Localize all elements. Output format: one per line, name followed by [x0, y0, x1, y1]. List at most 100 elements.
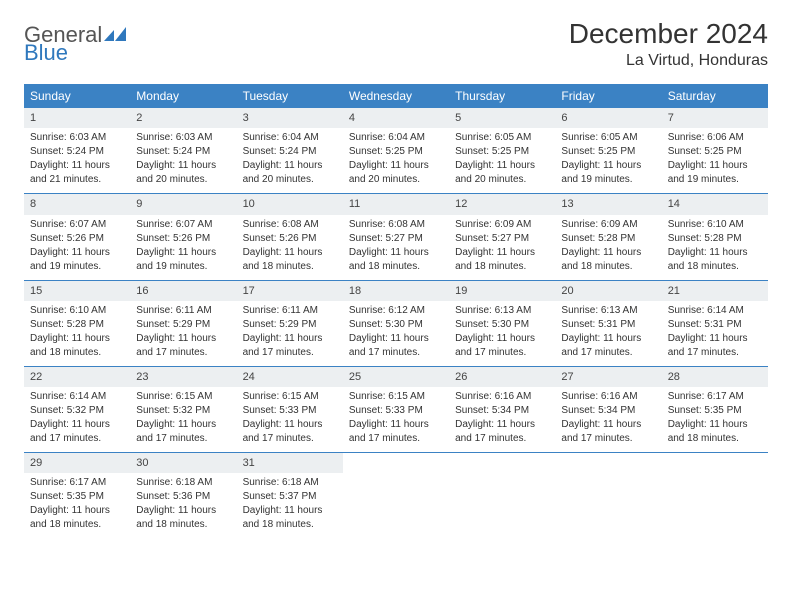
- day-daylight1: Daylight: 11 hours: [668, 159, 762, 172]
- month-title: December 2024: [569, 18, 768, 50]
- day-sunrise: Sunrise: 6:12 AM: [349, 304, 443, 317]
- day-cell: 3Sunrise: 6:04 AMSunset: 5:24 PMDaylight…: [237, 108, 343, 193]
- day-daylight1: Daylight: 11 hours: [668, 418, 762, 431]
- day-daylight2: and 17 minutes.: [349, 432, 443, 445]
- day-sunrise: Sunrise: 6:03 AM: [136, 131, 230, 144]
- day-sunrise: Sunrise: 6:05 AM: [561, 131, 655, 144]
- day-sunset: Sunset: 5:37 PM: [243, 490, 337, 503]
- day-info: Sunrise: 6:10 AMSunset: 5:28 PMDaylight:…: [662, 218, 768, 273]
- day-sunrise: Sunrise: 6:17 AM: [668, 390, 762, 403]
- day-cell: 30Sunrise: 6:18 AMSunset: 5:36 PMDayligh…: [130, 453, 236, 538]
- day-daylight1: Daylight: 11 hours: [30, 504, 124, 517]
- day-daylight1: Daylight: 11 hours: [243, 332, 337, 345]
- day-number: 23: [130, 367, 236, 387]
- title-block: December 2024 La Virtud, Honduras: [569, 18, 768, 70]
- day-daylight1: Daylight: 11 hours: [561, 246, 655, 259]
- day-sunset: Sunset: 5:27 PM: [349, 232, 443, 245]
- day-number: 15: [24, 281, 130, 301]
- day-sunrise: Sunrise: 6:13 AM: [455, 304, 549, 317]
- day-daylight2: and 18 minutes.: [668, 432, 762, 445]
- day-number: 8: [24, 194, 130, 214]
- week-row: 8 Sunrise: 6:07 AMSunset: 5:26 PM Daylight…: [24, 194, 768, 280]
- day-cell: [662, 453, 768, 538]
- logo-text-block: General Blue: [24, 24, 126, 64]
- day-daylight2: and 19 minutes.: [668, 173, 762, 186]
- day-sunrise: Sunrise: 6:04 AM: [349, 131, 443, 144]
- day-cell: 22Sunrise: 6:14 AMSunset: 5:32 PMDayligh…: [24, 367, 130, 452]
- day-number: 26: [449, 367, 555, 387]
- day-sunrise: Sunrise: 6:16 AM: [455, 390, 549, 403]
- day-number: 12: [449, 194, 555, 214]
- week-row: 22Sunrise: 6:14 AMSunset: 5:32 PMDayligh…: [24, 367, 768, 453]
- day-info: Sunrise: 6:09 AMSunset: 5:27 PMDaylight:…: [449, 218, 555, 273]
- day-info: Sunrise: 6:18 AMSunset: 5:37 PMDaylight:…: [237, 476, 343, 531]
- day-sunset: Sunset: 5:26 PM: [30, 232, 124, 245]
- day-cell: 25 Sunrise: 6:15 AMSunset: 5:33 PMDayligh…: [343, 367, 449, 452]
- day-info: Sunrise: 6:15 AMSunset: 5:33 PMDaylight:…: [343, 390, 449, 445]
- day-header-thursday: Thursday: [449, 84, 555, 108]
- day-daylight2: and 18 minutes.: [243, 518, 337, 531]
- day-number: 31: [237, 453, 343, 473]
- day-sunrise: Sunrise: 6:11 AM: [136, 304, 230, 317]
- day-number: 4: [343, 108, 449, 128]
- day-daylight2: and 17 minutes.: [668, 346, 762, 359]
- day-daylight1: Daylight: 11 hours: [668, 332, 762, 345]
- day-sunrise: Sunrise: 6:08 AM: [349, 218, 443, 231]
- day-info: Sunrise: 6:13 AMSunset: 5:31 PMDaylight:…: [555, 304, 661, 359]
- day-header-saturday: Saturday: [662, 84, 768, 108]
- day-sunrise: Sunrise: 6:10 AM: [30, 304, 124, 317]
- day-sunrise: Sunrise: 6:15 AM: [136, 390, 230, 403]
- day-sunrise: Sunrise: 6:07 AM: [30, 218, 124, 231]
- day-number: 3: [237, 108, 343, 128]
- day-info: Sunrise: 6:15 AMSunset: 5:33 PMDaylight:…: [237, 390, 343, 445]
- weeks-container: 1Sunrise: 6:03 AMSunset: 5:24 PMDaylight…: [24, 108, 768, 538]
- day-daylight2: and 20 minutes.: [455, 173, 549, 186]
- day-info: Sunrise: 6:10 AMSunset: 5:28 PMDaylight:…: [24, 304, 130, 359]
- day-daylight2: and 18 minutes.: [243, 260, 337, 273]
- day-daylight2: and 17 minutes.: [455, 346, 549, 359]
- day-cell: 28Sunrise: 6:17 AMSunset: 5:35 PMDayligh…: [662, 367, 768, 452]
- day-info: Sunrise: 6:14 AMSunset: 5:31 PMDaylight:…: [662, 304, 768, 359]
- day-sunset: Sunset: 5:35 PM: [668, 404, 762, 417]
- day-cell: 23Sunrise: 6:15 AMSunset: 5:32 PMDayligh…: [130, 367, 236, 452]
- day-sunset: Sunset: 5:28 PM: [668, 232, 762, 245]
- day-daylight1: Daylight: 11 hours: [136, 246, 230, 259]
- day-daylight2: and 17 minutes.: [561, 432, 655, 445]
- day-daylight1: Daylight: 11 hours: [243, 159, 337, 172]
- day-cell: 16Sunrise: 6:11 AMSunset: 5:29 PMDayligh…: [130, 281, 236, 366]
- day-number: 2: [130, 108, 236, 128]
- day-daylight1: Daylight: 11 hours: [136, 159, 230, 172]
- day-daylight2: and 21 minutes.: [30, 173, 124, 186]
- day-sunset: Sunset: 5:25 PM: [455, 145, 549, 158]
- day-cell: 18Sunrise: 6:12 AMSunset: 5:30 PMDayligh…: [343, 281, 449, 366]
- day-sunset: Sunset: 5:28 PM: [30, 318, 124, 331]
- day-info: Sunrise: 6:16 AMSunset: 5:34 PMDaylight:…: [555, 390, 661, 445]
- day-info: Sunrise: 6:17 AMSunset: 5:35 PMDaylight:…: [24, 476, 130, 531]
- location-label: La Virtud, Honduras: [569, 52, 768, 70]
- day-sunrise: Sunrise: 6:17 AM: [30, 476, 124, 489]
- day-cell: 4Sunrise: 6:04 AMSunset: 5:25 PMDaylight…: [343, 108, 449, 193]
- day-daylight1: Daylight: 11 hours: [136, 418, 230, 431]
- day-cell: 14Sunrise: 6:10 AMSunset: 5:28 PMDayligh…: [662, 194, 768, 279]
- day-sunrise: Sunrise: 6:08 AM: [243, 218, 337, 231]
- day-header-monday: Monday: [130, 84, 236, 108]
- day-number: 16: [130, 281, 236, 301]
- day-cell: 24Sunrise: 6:15 AMSunset: 5:33 PMDayligh…: [237, 367, 343, 452]
- day-daylight1: Daylight: 11 hours: [349, 159, 443, 172]
- day-info: Sunrise: 6:17 AMSunset: 5:35 PMDaylight:…: [662, 390, 768, 445]
- day-number: 25: [343, 367, 449, 387]
- day-sunrise: Sunrise: 6:13 AM: [561, 304, 655, 317]
- day-cell: 17Sunrise: 6:11 AMSunset: 5:29 PMDayligh…: [237, 281, 343, 366]
- day-daylight2: and 19 minutes.: [30, 260, 124, 273]
- day-number: 6: [555, 108, 661, 128]
- day-sunset: Sunset: 5:34 PM: [455, 404, 549, 417]
- day-daylight2: and 17 minutes.: [30, 432, 124, 445]
- day-info: Sunrise: 6:13 AMSunset: 5:30 PMDaylight:…: [449, 304, 555, 359]
- day-sunrise: Sunrise: 6:11 AM: [243, 304, 337, 317]
- day-daylight2: and 18 minutes.: [30, 518, 124, 531]
- day-sunrise: Sunrise: 6:18 AM: [243, 476, 337, 489]
- day-sunrise: Sunrise: 6:05 AM: [455, 131, 549, 144]
- day-info: Sunrise: 6:03 AMSunset: 5:24 PMDaylight:…: [24, 131, 130, 186]
- day-cell: 6Sunrise: 6:05 AMSunset: 5:25 PMDaylight…: [555, 108, 661, 193]
- day-cell: [449, 453, 555, 538]
